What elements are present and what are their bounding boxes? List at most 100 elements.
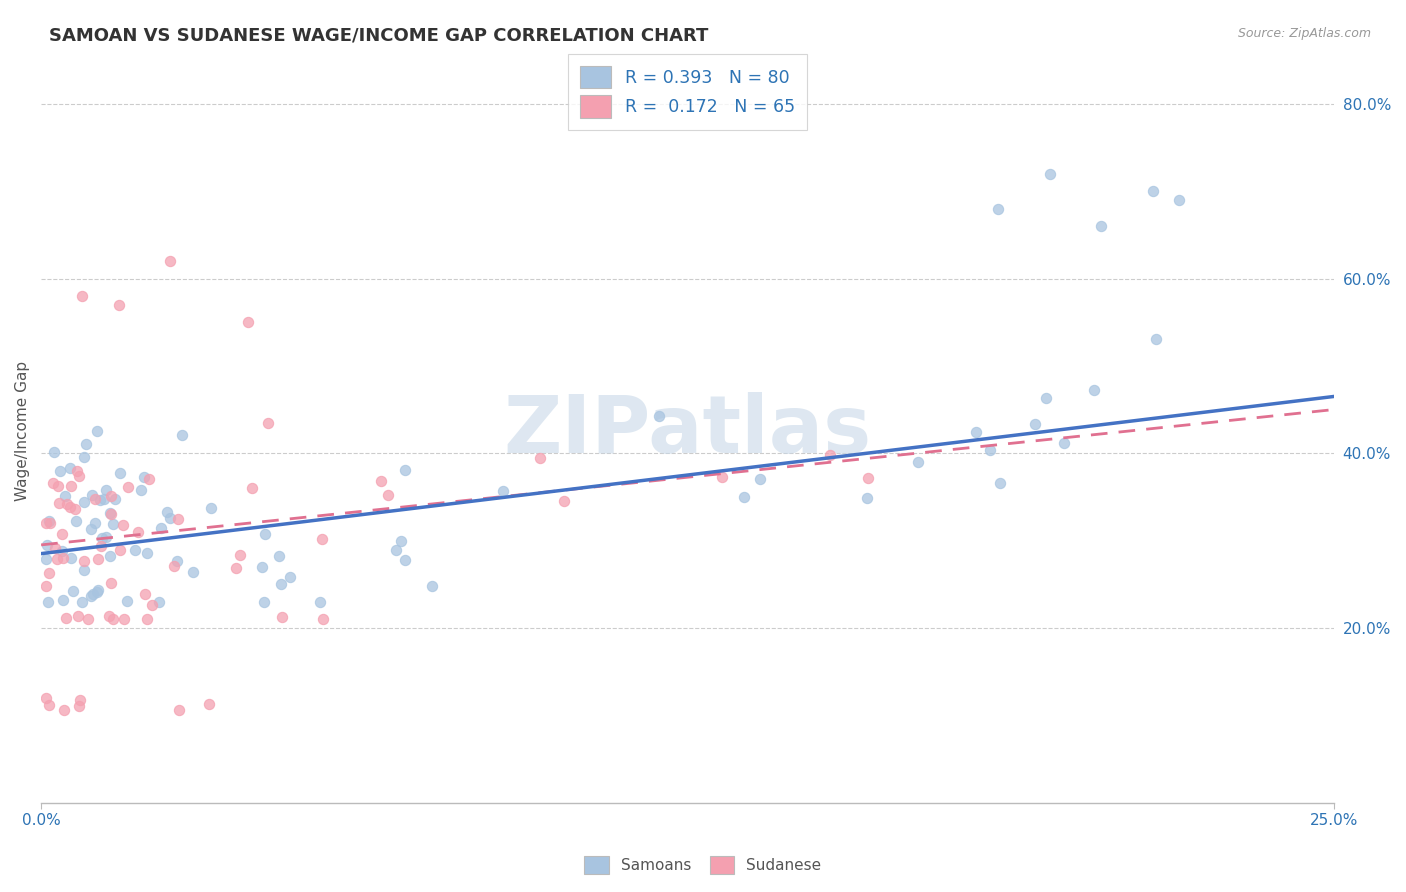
Point: [250, 560, 273, 574]
Point: [385, 542, 408, 557]
Point: [69, 698, 91, 713]
Point: [733, 490, 755, 504]
Point: [170, 428, 193, 442]
Point: [311, 532, 333, 546]
Point: [1144, 332, 1167, 346]
Point: [117, 480, 139, 494]
Point: [60, 551, 83, 566]
Point: [710, 470, 733, 484]
Point: [104, 491, 127, 506]
Point: [101, 517, 124, 532]
Point: [59, 460, 82, 475]
Legend: R = 0.393   N = 80, R =  0.172   N = 65: R = 0.393 N = 80, R = 0.172 N = 65: [568, 54, 807, 130]
Point: [1035, 391, 1057, 405]
Point: [269, 549, 291, 563]
Point: [73, 450, 96, 464]
Point: [169, 703, 191, 717]
Point: [75, 437, 97, 451]
Point: [748, 472, 770, 486]
Point: [87, 582, 110, 597]
Point: [110, 467, 132, 481]
Point: [159, 511, 181, 525]
Point: [309, 595, 332, 609]
Point: [270, 576, 292, 591]
Point: [181, 565, 204, 579]
Point: [98, 608, 121, 623]
Point: [86, 425, 108, 439]
Point: [48, 496, 70, 510]
Y-axis label: Wage/Income Gap: Wage/Income Gap: [15, 361, 30, 501]
Point: [553, 493, 575, 508]
Point: [253, 595, 276, 609]
Point: [271, 609, 294, 624]
Point: [907, 455, 929, 469]
Point: [37, 538, 59, 552]
Point: [44, 444, 66, 458]
Point: [159, 254, 181, 268]
Point: [129, 483, 152, 497]
Point: [394, 463, 416, 477]
Point: [124, 543, 146, 558]
Point: [394, 553, 416, 567]
Point: [162, 558, 184, 573]
Point: [52, 550, 75, 565]
Point: [70, 595, 93, 609]
Point: [253, 527, 276, 541]
Point: [148, 595, 170, 609]
Point: [1083, 383, 1105, 397]
Point: [84, 491, 107, 506]
Point: [200, 500, 222, 515]
Point: [228, 548, 250, 562]
Point: [648, 409, 671, 423]
Point: [46, 479, 69, 493]
Legend: Samoans, Sudanese: Samoans, Sudanese: [578, 850, 828, 880]
Point: [86, 585, 108, 599]
Point: [100, 507, 122, 521]
Text: ZIPatlas: ZIPatlas: [503, 392, 872, 470]
Point: [112, 612, 135, 626]
Point: [63, 501, 86, 516]
Point: [67, 469, 90, 483]
Point: [82, 586, 104, 600]
Point: [73, 495, 96, 509]
Point: [90, 531, 112, 545]
Point: [856, 491, 879, 506]
Point: [89, 539, 111, 553]
Point: [156, 505, 179, 519]
Point: [132, 470, 155, 484]
Point: [856, 470, 879, 484]
Point: [111, 518, 134, 533]
Point: [492, 484, 515, 499]
Point: [46, 551, 69, 566]
Point: [965, 425, 987, 440]
Point: [65, 514, 87, 528]
Point: [62, 583, 84, 598]
Point: [149, 521, 172, 535]
Point: [72, 289, 94, 303]
Point: [136, 612, 159, 626]
Point: [138, 472, 160, 486]
Point: [59, 500, 82, 514]
Point: [1024, 417, 1046, 432]
Point: [51, 527, 73, 541]
Point: [93, 491, 115, 506]
Point: [52, 592, 75, 607]
Point: [420, 579, 443, 593]
Point: [35, 691, 58, 706]
Point: [100, 576, 122, 591]
Point: [988, 476, 1011, 491]
Point: [42, 475, 65, 490]
Point: [66, 608, 89, 623]
Point: [134, 587, 156, 601]
Point: [51, 544, 73, 558]
Point: [198, 697, 221, 711]
Point: [48, 464, 70, 478]
Point: [136, 545, 159, 559]
Point: [35, 516, 58, 531]
Point: [38, 516, 60, 531]
Point: [1142, 184, 1164, 198]
Point: [59, 479, 82, 493]
Point: [80, 522, 103, 536]
Point: [1053, 436, 1076, 450]
Point: [87, 551, 110, 566]
